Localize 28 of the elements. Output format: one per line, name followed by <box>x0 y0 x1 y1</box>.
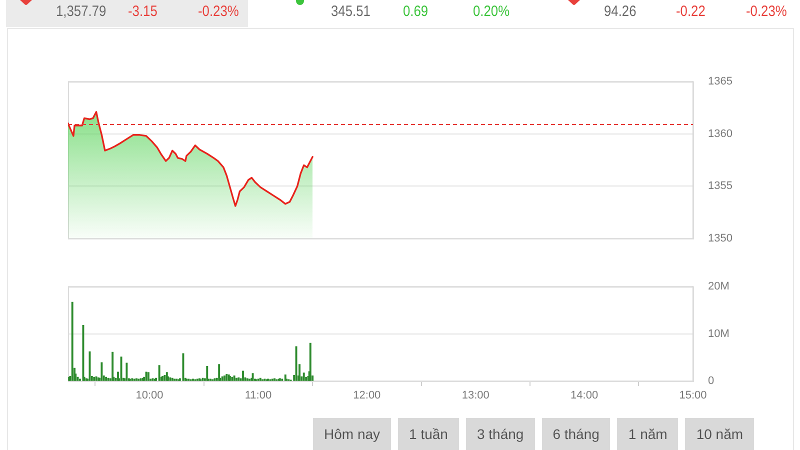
x-tick-label: 15:00 <box>679 390 707 402</box>
text: 94.26 <box>604 3 636 20</box>
text: 0.69 <box>403 3 428 20</box>
x-tick-label: 11:00 <box>244 390 272 402</box>
text: 0.20% <box>473 3 510 20</box>
x-tick-label: 13:00 <box>462 390 490 402</box>
range-button[interactable]: Hôm nay <box>313 418 392 450</box>
range-button[interactable]: 10 năm <box>685 418 754 450</box>
x-tick-label: 12:00 <box>353 390 381 402</box>
y-tick-label: 1355 <box>708 180 732 192</box>
y-tick-label: 0 <box>708 375 714 388</box>
range-button[interactable]: 1 tuần <box>398 418 459 450</box>
range-button[interactable]: 6 tháng <box>542 418 610 450</box>
range-button[interactable]: 1 năm <box>617 418 678 450</box>
text: 345.51 <box>331 3 370 20</box>
y-tick-label: 20M <box>708 280 730 293</box>
x-tick-label: 10:00 <box>136 390 164 402</box>
text: -3.15 <box>128 3 158 20</box>
text: 1,357.79 <box>56 3 106 20</box>
text: -0.23% <box>746 3 787 20</box>
text: -0.22 <box>676 3 706 20</box>
range-button[interactable]: 3 tháng <box>466 418 535 450</box>
y-tick-label: 1365 <box>708 76 732 88</box>
y-tick-label: 10M <box>708 328 730 340</box>
y-tick-label: 1350 <box>708 232 732 244</box>
text: -0.23% <box>198 3 239 20</box>
x-tick-label: 14:00 <box>570 390 598 402</box>
y-tick-label: 1360 <box>708 128 732 140</box>
